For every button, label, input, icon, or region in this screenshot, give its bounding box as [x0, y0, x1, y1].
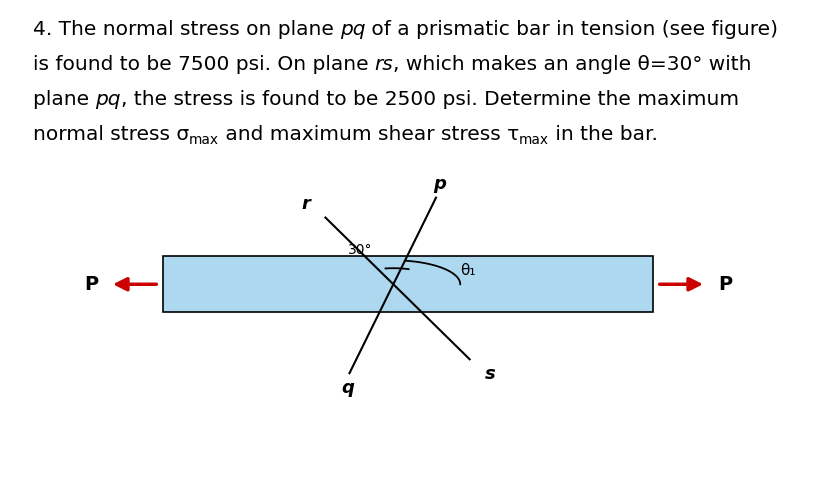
Text: plane: plane	[33, 90, 95, 109]
Text: 30°: 30°	[348, 244, 373, 258]
Text: 4. The normal stress on plane: 4. The normal stress on plane	[33, 20, 340, 39]
Text: normal stress σ: normal stress σ	[33, 125, 188, 144]
Text: max: max	[519, 133, 549, 147]
Text: , which makes an angle θ=30° with: , which makes an angle θ=30° with	[393, 55, 752, 74]
Text: s: s	[485, 365, 495, 383]
Text: of a prismatic bar in tension (see figure): of a prismatic bar in tension (see figur…	[366, 20, 778, 39]
Text: q: q	[341, 379, 354, 397]
Text: rs: rs	[375, 55, 393, 74]
Text: P: P	[718, 275, 732, 294]
Text: is found to be 7500 psi. On plane: is found to be 7500 psi. On plane	[33, 55, 375, 74]
Text: P: P	[84, 275, 98, 294]
Text: r: r	[302, 195, 311, 213]
Text: pq: pq	[95, 90, 121, 109]
Text: θ₁: θ₁	[460, 263, 476, 278]
Text: pq: pq	[340, 20, 366, 39]
Bar	[163, 256, 653, 312]
Text: max: max	[188, 133, 219, 147]
Text: and maximum shear stress τ: and maximum shear stress τ	[219, 125, 519, 144]
Text: , the stress is found to be 2500 psi. Determine the maximum: , the stress is found to be 2500 psi. De…	[121, 90, 738, 109]
Text: in the bar.: in the bar.	[549, 125, 658, 144]
Text: p: p	[433, 175, 446, 193]
